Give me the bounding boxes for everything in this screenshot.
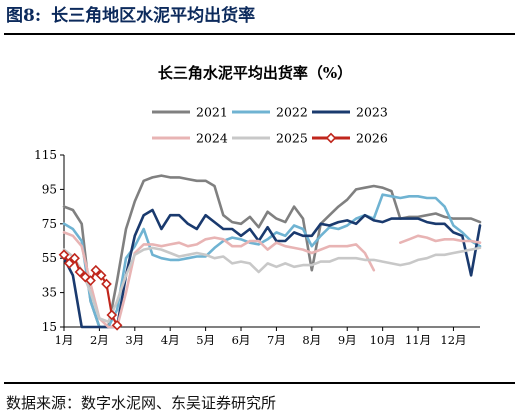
x-tick-label: 6月 [232, 333, 251, 347]
figure-title: 图8: 长三角地区水泥平均出货率 [6, 3, 513, 29]
series-line-2023 [62, 208, 482, 329]
line-chart: 长三角水泥平均出货率（%） 2021 2022 2023 2024 2025 2026 1… [34, 64, 482, 347]
series-point-2026 [74, 266, 86, 278]
legend-marker-2026 [325, 132, 337, 144]
x-tick-label: 8月 [302, 333, 321, 347]
x-tick-label: 5月 [196, 333, 215, 347]
series-point-2026 [63, 258, 75, 269]
x-tick-label: 11月 [405, 333, 431, 347]
x-tick-label: 2月 [90, 333, 109, 347]
y-tick-label: 75 [42, 217, 57, 231]
series-point-2026 [106, 309, 118, 321]
y-tick-label: 15 [42, 320, 57, 334]
series-line-2021 [62, 174, 482, 329]
x-tick-label: 12月 [440, 333, 466, 347]
legend-label-2023: 2023 [356, 105, 388, 120]
series-point-2026 [111, 319, 123, 331]
chart-title: 长三角水泥平均出货率（%） [158, 64, 352, 82]
series-point-2026 [101, 278, 112, 290]
y-tick-label: 95 [42, 182, 57, 196]
legend: 2021 2022 2023 2024 2025 2026 [152, 105, 388, 146]
legend-label-2024: 2024 [196, 131, 228, 146]
bottom-rule [4, 382, 515, 384]
series-point-2026 [90, 264, 102, 276]
legend-label-2025: 2025 [276, 131, 308, 146]
figure-label: 图8: [6, 6, 42, 26]
series-line-2025 [62, 246, 482, 324]
top-rule [4, 33, 515, 35]
series-point-2026 [85, 275, 96, 286]
y-tick-label: 35 [42, 286, 57, 300]
y-tick-label: 115 [34, 148, 57, 162]
series-point-2026 [58, 249, 70, 261]
series-point-2026 [95, 270, 107, 281]
figure-title-text: 长三角地区水泥平均出货率 [51, 6, 256, 26]
series-line-2024 [399, 234, 482, 244]
axes: 15 35 55 75 95 115 1月 2月 3月 4月 5月 6月 7月 8月 9月 10月 11月 12月 [34, 148, 480, 347]
source-note: 数据来源：数字水泥网、东吴证券研究所 [6, 394, 277, 412]
plot-area [58, 174, 482, 331]
x-tick-label: 9月 [338, 333, 357, 347]
series-point-2026 [79, 271, 91, 283]
y-tick-label: 55 [42, 251, 57, 265]
legend-label-2021: 2021 [196, 105, 228, 120]
legend-label-2022: 2022 [276, 105, 308, 120]
series-point-2026 [69, 252, 80, 264]
x-tick-label: 1月 [55, 333, 74, 347]
x-tick-label: 7月 [267, 333, 286, 347]
legend-label-2026: 2026 [356, 131, 388, 146]
x-tick-label: 10月 [370, 333, 396, 347]
x-tick-label: 3月 [125, 333, 144, 347]
x-tick-label: 4月 [161, 333, 180, 347]
